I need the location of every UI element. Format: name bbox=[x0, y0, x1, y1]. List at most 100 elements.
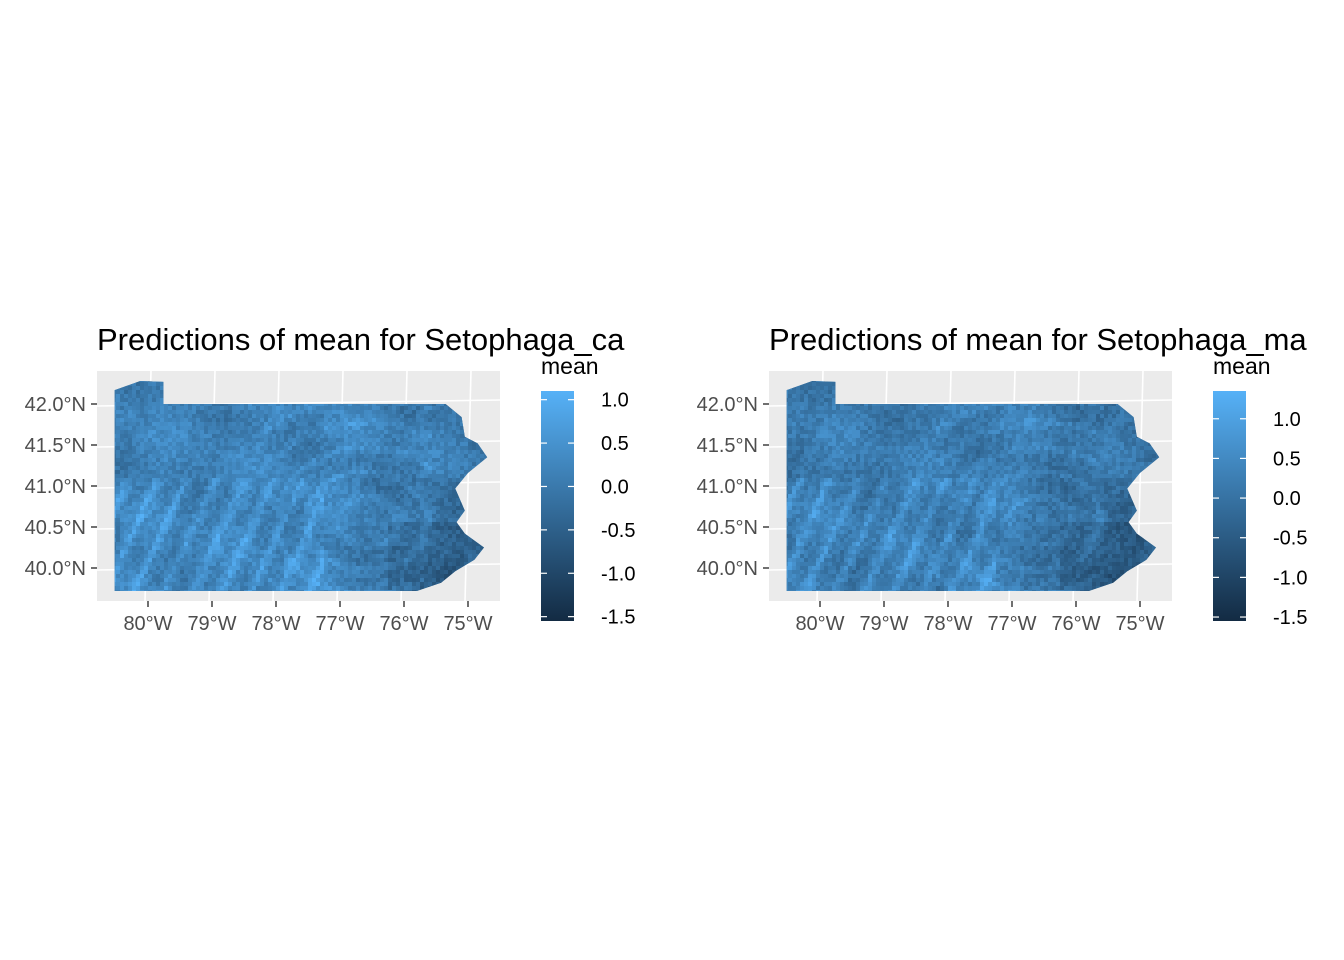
prediction-cell bbox=[236, 438, 240, 442]
prediction-cell bbox=[304, 558, 308, 562]
prediction-cell bbox=[256, 422, 260, 426]
prediction-cell bbox=[244, 410, 248, 414]
prediction-cell bbox=[448, 518, 452, 522]
prediction-cell bbox=[272, 566, 276, 570]
prediction-cell bbox=[224, 554, 228, 558]
prediction-cell bbox=[308, 538, 312, 542]
prediction-cell bbox=[332, 470, 336, 474]
prediction-cell bbox=[160, 490, 164, 494]
prediction-cell bbox=[152, 518, 156, 522]
prediction-cell bbox=[140, 402, 144, 406]
prediction-cell bbox=[324, 570, 328, 574]
prediction-cell bbox=[308, 446, 312, 450]
prediction-cell bbox=[320, 558, 324, 562]
prediction-cell bbox=[404, 486, 408, 490]
prediction-cell bbox=[284, 510, 288, 514]
prediction-cell bbox=[412, 566, 416, 570]
prediction-cell bbox=[452, 502, 456, 506]
prediction-cell bbox=[356, 454, 360, 458]
prediction-cell bbox=[328, 538, 332, 542]
prediction-cell bbox=[240, 514, 244, 518]
prediction-cell bbox=[196, 506, 200, 510]
prediction-cell bbox=[392, 502, 396, 506]
prediction-cell bbox=[128, 510, 132, 514]
prediction-cell bbox=[452, 438, 456, 442]
prediction-cell bbox=[280, 522, 284, 526]
prediction-cell bbox=[168, 502, 172, 506]
prediction-cell bbox=[328, 422, 332, 426]
prediction-cell bbox=[264, 506, 268, 510]
prediction-cell bbox=[136, 534, 140, 538]
prediction-cell bbox=[360, 554, 364, 558]
prediction-cell bbox=[208, 442, 212, 446]
prediction-cell bbox=[288, 426, 292, 430]
prediction-cell bbox=[396, 430, 400, 434]
prediction-cell bbox=[168, 442, 172, 446]
prediction-cell bbox=[428, 454, 432, 458]
prediction-cell bbox=[252, 466, 256, 470]
prediction-cell bbox=[336, 438, 340, 442]
prediction-cell bbox=[316, 458, 320, 462]
prediction-cell bbox=[300, 446, 304, 450]
prediction-cell bbox=[256, 414, 260, 418]
prediction-cell bbox=[180, 458, 184, 462]
prediction-cell bbox=[300, 534, 304, 538]
prediction-cell bbox=[264, 438, 268, 442]
prediction-cell bbox=[416, 578, 420, 582]
prediction-cell bbox=[156, 398, 160, 402]
prediction-cell bbox=[416, 550, 420, 554]
prediction-cell bbox=[308, 486, 312, 490]
prediction-cell bbox=[256, 530, 260, 534]
prediction-cell bbox=[408, 514, 412, 518]
prediction-cell bbox=[436, 494, 440, 498]
prediction-cell bbox=[124, 550, 128, 554]
prediction-cell bbox=[196, 542, 200, 546]
prediction-cell bbox=[364, 514, 368, 518]
prediction-cell bbox=[116, 462, 120, 466]
prediction-cell bbox=[208, 438, 212, 442]
prediction-cell bbox=[376, 570, 380, 574]
prediction-cell bbox=[160, 426, 164, 430]
prediction-cell bbox=[464, 562, 468, 566]
prediction-cell bbox=[332, 562, 336, 566]
prediction-cell bbox=[344, 546, 348, 550]
prediction-cell bbox=[172, 542, 176, 546]
prediction-cell bbox=[320, 430, 324, 434]
prediction-cell bbox=[432, 530, 436, 534]
prediction-cell bbox=[276, 462, 280, 466]
prediction-cell bbox=[432, 466, 436, 470]
prediction-cell bbox=[308, 506, 312, 510]
prediction-cell bbox=[468, 438, 472, 442]
prediction-cell bbox=[352, 570, 356, 574]
prediction-cell bbox=[260, 490, 264, 494]
prediction-cell bbox=[148, 474, 152, 478]
prediction-cell bbox=[212, 474, 216, 478]
prediction-cell bbox=[240, 506, 244, 510]
prediction-cell bbox=[184, 550, 188, 554]
prediction-cell bbox=[244, 506, 248, 510]
prediction-cell bbox=[424, 578, 428, 582]
prediction-cell bbox=[332, 522, 336, 526]
prediction-cell bbox=[292, 442, 296, 446]
prediction-cell bbox=[380, 466, 384, 470]
prediction-cell bbox=[114, 410, 116, 414]
prediction-cell bbox=[268, 574, 272, 578]
prediction-cell bbox=[296, 466, 300, 470]
prediction-cell bbox=[208, 554, 212, 558]
prediction-cell bbox=[240, 462, 244, 466]
prediction-cell bbox=[140, 474, 144, 478]
prediction-cell bbox=[132, 578, 136, 582]
prediction-cell bbox=[428, 562, 432, 566]
prediction-cell bbox=[440, 486, 444, 490]
prediction-cell bbox=[428, 570, 432, 574]
prediction-cell bbox=[204, 438, 208, 442]
prediction-cell bbox=[248, 506, 252, 510]
prediction-cell bbox=[396, 474, 400, 478]
prediction-cell bbox=[388, 410, 392, 414]
prediction-cell bbox=[280, 550, 284, 554]
prediction-cell bbox=[212, 574, 216, 578]
prediction-cell bbox=[176, 450, 180, 454]
prediction-cell bbox=[212, 442, 216, 446]
prediction-cell bbox=[140, 450, 144, 454]
prediction-cell bbox=[420, 494, 424, 498]
